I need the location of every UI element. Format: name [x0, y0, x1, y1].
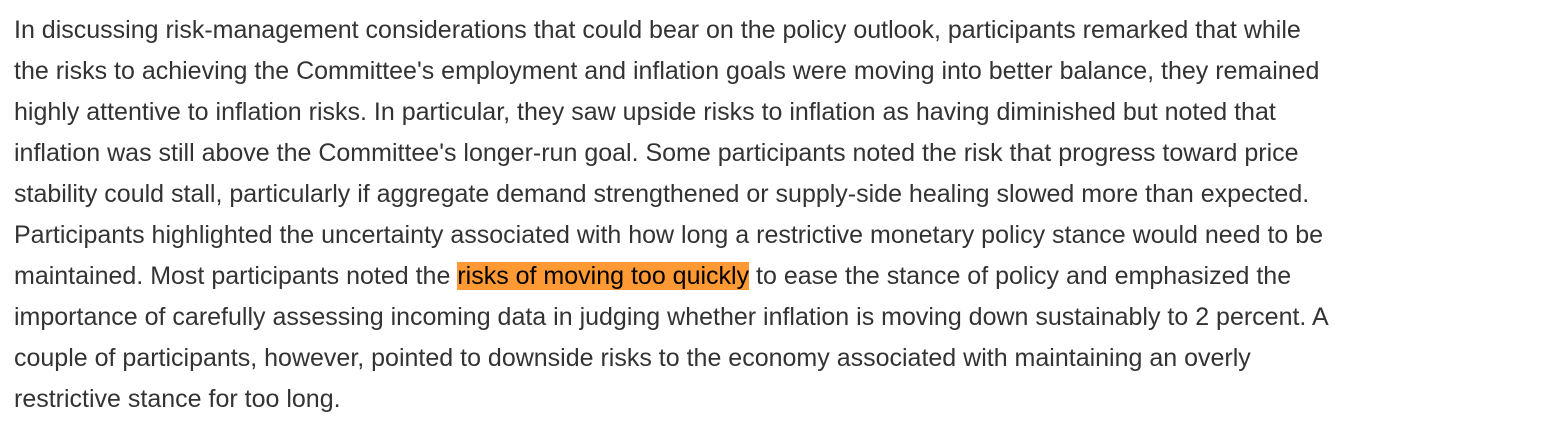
paragraph-line: highly attentive to inflation risks. In …: [14, 98, 1276, 126]
paragraph-line: Participants highlighted the uncertainty…: [14, 221, 1324, 249]
paragraph-line: In discussing risk-management considerat…: [14, 16, 1301, 44]
highlighted-phrase[interactable]: risks of moving too quickly: [457, 262, 750, 290]
paragraph-line: couple of participants, however, pointed…: [14, 344, 1251, 372]
paragraph-line: inflation was still above the Committee'…: [14, 139, 1299, 167]
paragraph-line: restrictive stance for too long.: [14, 385, 341, 413]
paragraph-line: the risks to achieving the Committee's e…: [14, 57, 1320, 85]
paragraph-line-with-highlight: maintained. Most participants noted the …: [14, 256, 1538, 297]
paragraph-line: stability could stall, particularly if a…: [14, 180, 1310, 208]
document-paragraph: In discussing risk-management considerat…: [14, 10, 1538, 420]
text-after-highlight: to ease the stance of policy and emphasi…: [749, 262, 1292, 290]
text-before-highlight: maintained. Most participants noted the: [14, 262, 458, 290]
paragraph-line: importance of carefully assessing incomi…: [14, 303, 1329, 331]
